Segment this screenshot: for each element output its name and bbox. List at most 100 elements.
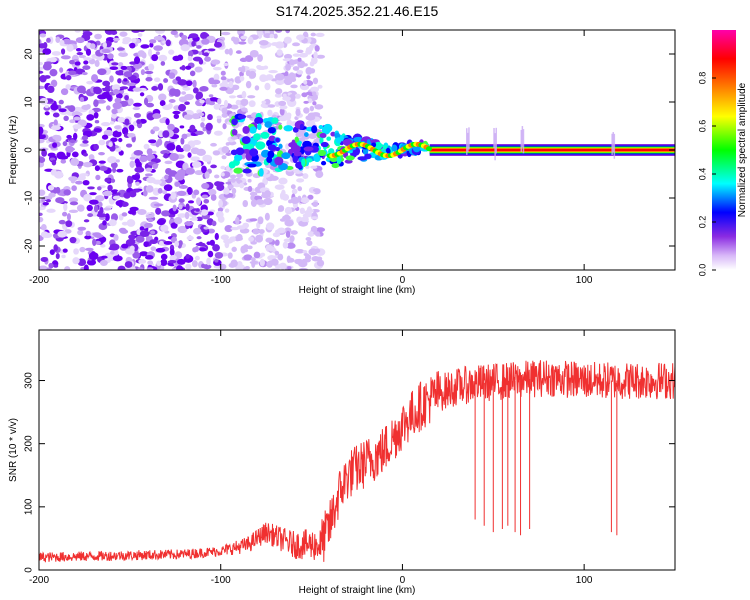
spectrogram-cell [237, 114, 247, 120]
spectrogram-cell [94, 165, 100, 172]
spectrogram-cell [96, 99, 107, 104]
spectrogram-cell [254, 85, 260, 91]
spectrogram-cell [278, 177, 288, 185]
spectrogram-cell [55, 36, 61, 43]
colorbar-tick-label: 0.2 [697, 216, 707, 229]
spectrogram-cell [193, 227, 202, 235]
spectrogram-cell [147, 260, 154, 265]
spectrogram-cell [138, 259, 147, 264]
spectrogram-cell [210, 164, 217, 169]
spectrogram-cell [297, 186, 303, 192]
spectrogram-cell [239, 182, 245, 189]
spectrogram-cell [228, 161, 236, 169]
spectrogram-cell [125, 239, 135, 247]
snr-frame [38, 329, 676, 571]
colorbar-label: Normalized spectral amplitude [737, 82, 748, 217]
spectrogram-cell [313, 51, 318, 59]
spectrogram-cell [83, 219, 90, 223]
spectrogram-cell [211, 220, 217, 227]
spectrogram-cell [211, 79, 221, 85]
spectrogram-cell [247, 178, 252, 183]
spectrogram-cell [236, 225, 247, 230]
spectrogram-cell [236, 233, 243, 241]
spectrogram-cell [231, 246, 237, 252]
spectrogram-cell [151, 86, 159, 91]
spectrogram-cell [112, 102, 122, 110]
spectrogram-cell [63, 189, 71, 196]
spectrogram-cell [148, 63, 155, 71]
spectrogram-streak [522, 129, 525, 154]
spectrogram-cell [296, 178, 305, 183]
spectrogram-cell [153, 35, 164, 41]
spectrogram-cell [89, 192, 97, 196]
spectrogram-cell [132, 251, 140, 259]
spectrogram-cell [44, 104, 49, 109]
spectrogram-cell [305, 114, 316, 121]
spectrogram-cell [176, 258, 186, 265]
spectrogram-cell [295, 131, 303, 138]
spectrogram-cell [275, 146, 280, 152]
spectrogram-cell [126, 176, 134, 184]
spectrogram-cell [311, 125, 318, 134]
spectrogram-cell [199, 85, 209, 92]
spectrogram-cell [307, 194, 314, 200]
spectrogram-cell [121, 243, 129, 249]
spectrogram-cell [194, 130, 204, 136]
spectrogram-cell [208, 94, 214, 98]
spectrogram-cell [131, 37, 137, 43]
spectrogram-cell [111, 108, 118, 115]
spectrogram-cell [74, 30, 81, 33]
spectrogram-cell [247, 95, 256, 99]
spectrogram-cell [279, 105, 288, 110]
spectrogram-cell [184, 211, 190, 220]
spectrogram-cell [292, 42, 301, 47]
spectrogram-cell [145, 185, 154, 193]
spectrogram-cell [144, 70, 154, 75]
spectrogram-cell [319, 136, 324, 145]
spectrogram-streak [495, 127, 497, 154]
spectrogram-cell [83, 57, 93, 61]
spectrogram-cell [159, 118, 165, 124]
spectrogram-cell [83, 264, 89, 270]
spectrogram-cell [77, 229, 84, 236]
spectrogram-cell [210, 194, 217, 201]
spectrogram-cell [306, 75, 311, 80]
spectrogram-cell [87, 186, 95, 190]
spectrogram-cell [160, 224, 169, 232]
spectrogram-cell [177, 79, 188, 86]
spectrogram-cell [212, 244, 220, 252]
spectrogram-cell [251, 260, 256, 268]
spectrogram-cell [305, 49, 312, 55]
spectrogram-cell [228, 95, 237, 99]
spectrogram-cell [290, 230, 298, 235]
spectrogram-cell [100, 244, 106, 248]
spectrogram-cell [76, 52, 84, 56]
spectrogram-cell [164, 174, 169, 180]
spectrogram-cell [191, 161, 202, 168]
spectrogram-cell [66, 213, 71, 221]
spectrogram-cell [102, 220, 107, 226]
spectrogram-cell [283, 238, 292, 243]
spectrogram-cell [195, 208, 200, 212]
spectrogram-cell [345, 155, 355, 161]
spectrogram-cell [185, 254, 190, 259]
spectrogram-cell [56, 151, 66, 160]
spectrogram-cell [234, 154, 243, 162]
snr-xtick-label: -100 [211, 575, 231, 586]
spectrogram-cell [209, 239, 215, 246]
spectrogram-cell [287, 257, 293, 262]
spectrogram-cell [42, 232, 53, 239]
spectrogram-cell [118, 227, 127, 233]
spectrogram-cell [374, 141, 383, 150]
spectrogram-cell [185, 167, 195, 175]
spectrogram-cell [303, 100, 309, 104]
spectrogram-cell [200, 209, 209, 216]
spectrogram-cell [46, 208, 56, 213]
spectrogram-cell [129, 42, 136, 49]
spectrogram-cell [215, 210, 224, 219]
spectrogram-cell [128, 124, 135, 132]
spectrogram-cell [93, 99, 99, 108]
spectrogram-cell [161, 210, 171, 217]
spectrogram-cell [163, 153, 169, 159]
colorbar-tick-label: 0.8 [697, 72, 707, 85]
